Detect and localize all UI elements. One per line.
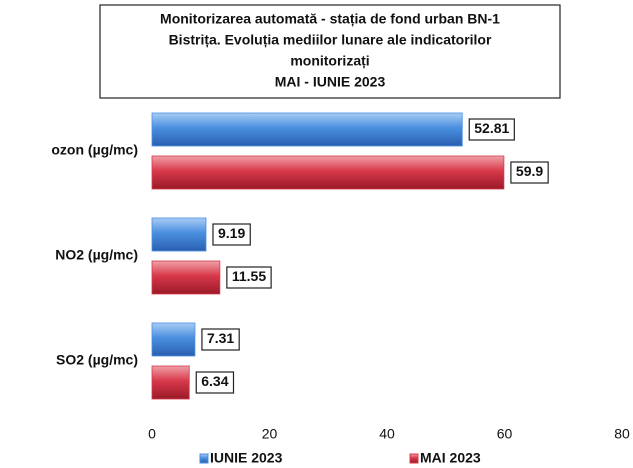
data-label-box: [195, 371, 235, 394]
data-label-box: [212, 223, 251, 246]
data-label-box: [201, 328, 240, 351]
y-tick-label: ozon (µg/mc): [51, 142, 138, 158]
chart-title: Bistrița. Evoluția mediilor lunare ale i…: [169, 32, 492, 48]
data-label: 52.81: [474, 120, 509, 136]
bar: [151, 112, 463, 147]
data-label: 11.55: [232, 268, 266, 284]
legend-label: MAI 2023: [420, 450, 481, 466]
bar: [151, 322, 196, 357]
data-label-box: [226, 266, 272, 289]
legend-swatch: [409, 453, 419, 464]
legend-swatch: [199, 453, 209, 464]
data-label: 7.31: [207, 330, 234, 346]
data-label: 59.9: [516, 163, 543, 179]
chart-title: MAI - IUNIE 2023: [275, 74, 386, 90]
data-label: 9.19: [218, 225, 245, 241]
data-label-box: [468, 118, 515, 141]
x-tick-label: 40: [379, 426, 395, 442]
bar: [151, 217, 207, 252]
data-label: 6.34: [201, 373, 228, 389]
y-tick-label: SO2 (µg/mc): [56, 352, 138, 368]
x-tick-label: 20: [262, 426, 278, 442]
bar: [151, 365, 190, 400]
y-tick-label: NO2 (µg/mc): [55, 247, 138, 263]
bar: [151, 260, 221, 295]
x-tick-label: 0: [148, 426, 156, 442]
bar: [151, 155, 505, 190]
x-tick-label: 60: [497, 426, 513, 442]
chart-title: Monitorizarea automată - stația de fond …: [160, 11, 500, 27]
chart-title: monitorizați: [290, 53, 369, 69]
data-label-box: [510, 161, 549, 184]
legend-label: IUNIE 2023: [210, 450, 283, 466]
x-tick-label: 80: [614, 426, 630, 442]
title-box: [99, 4, 561, 99]
